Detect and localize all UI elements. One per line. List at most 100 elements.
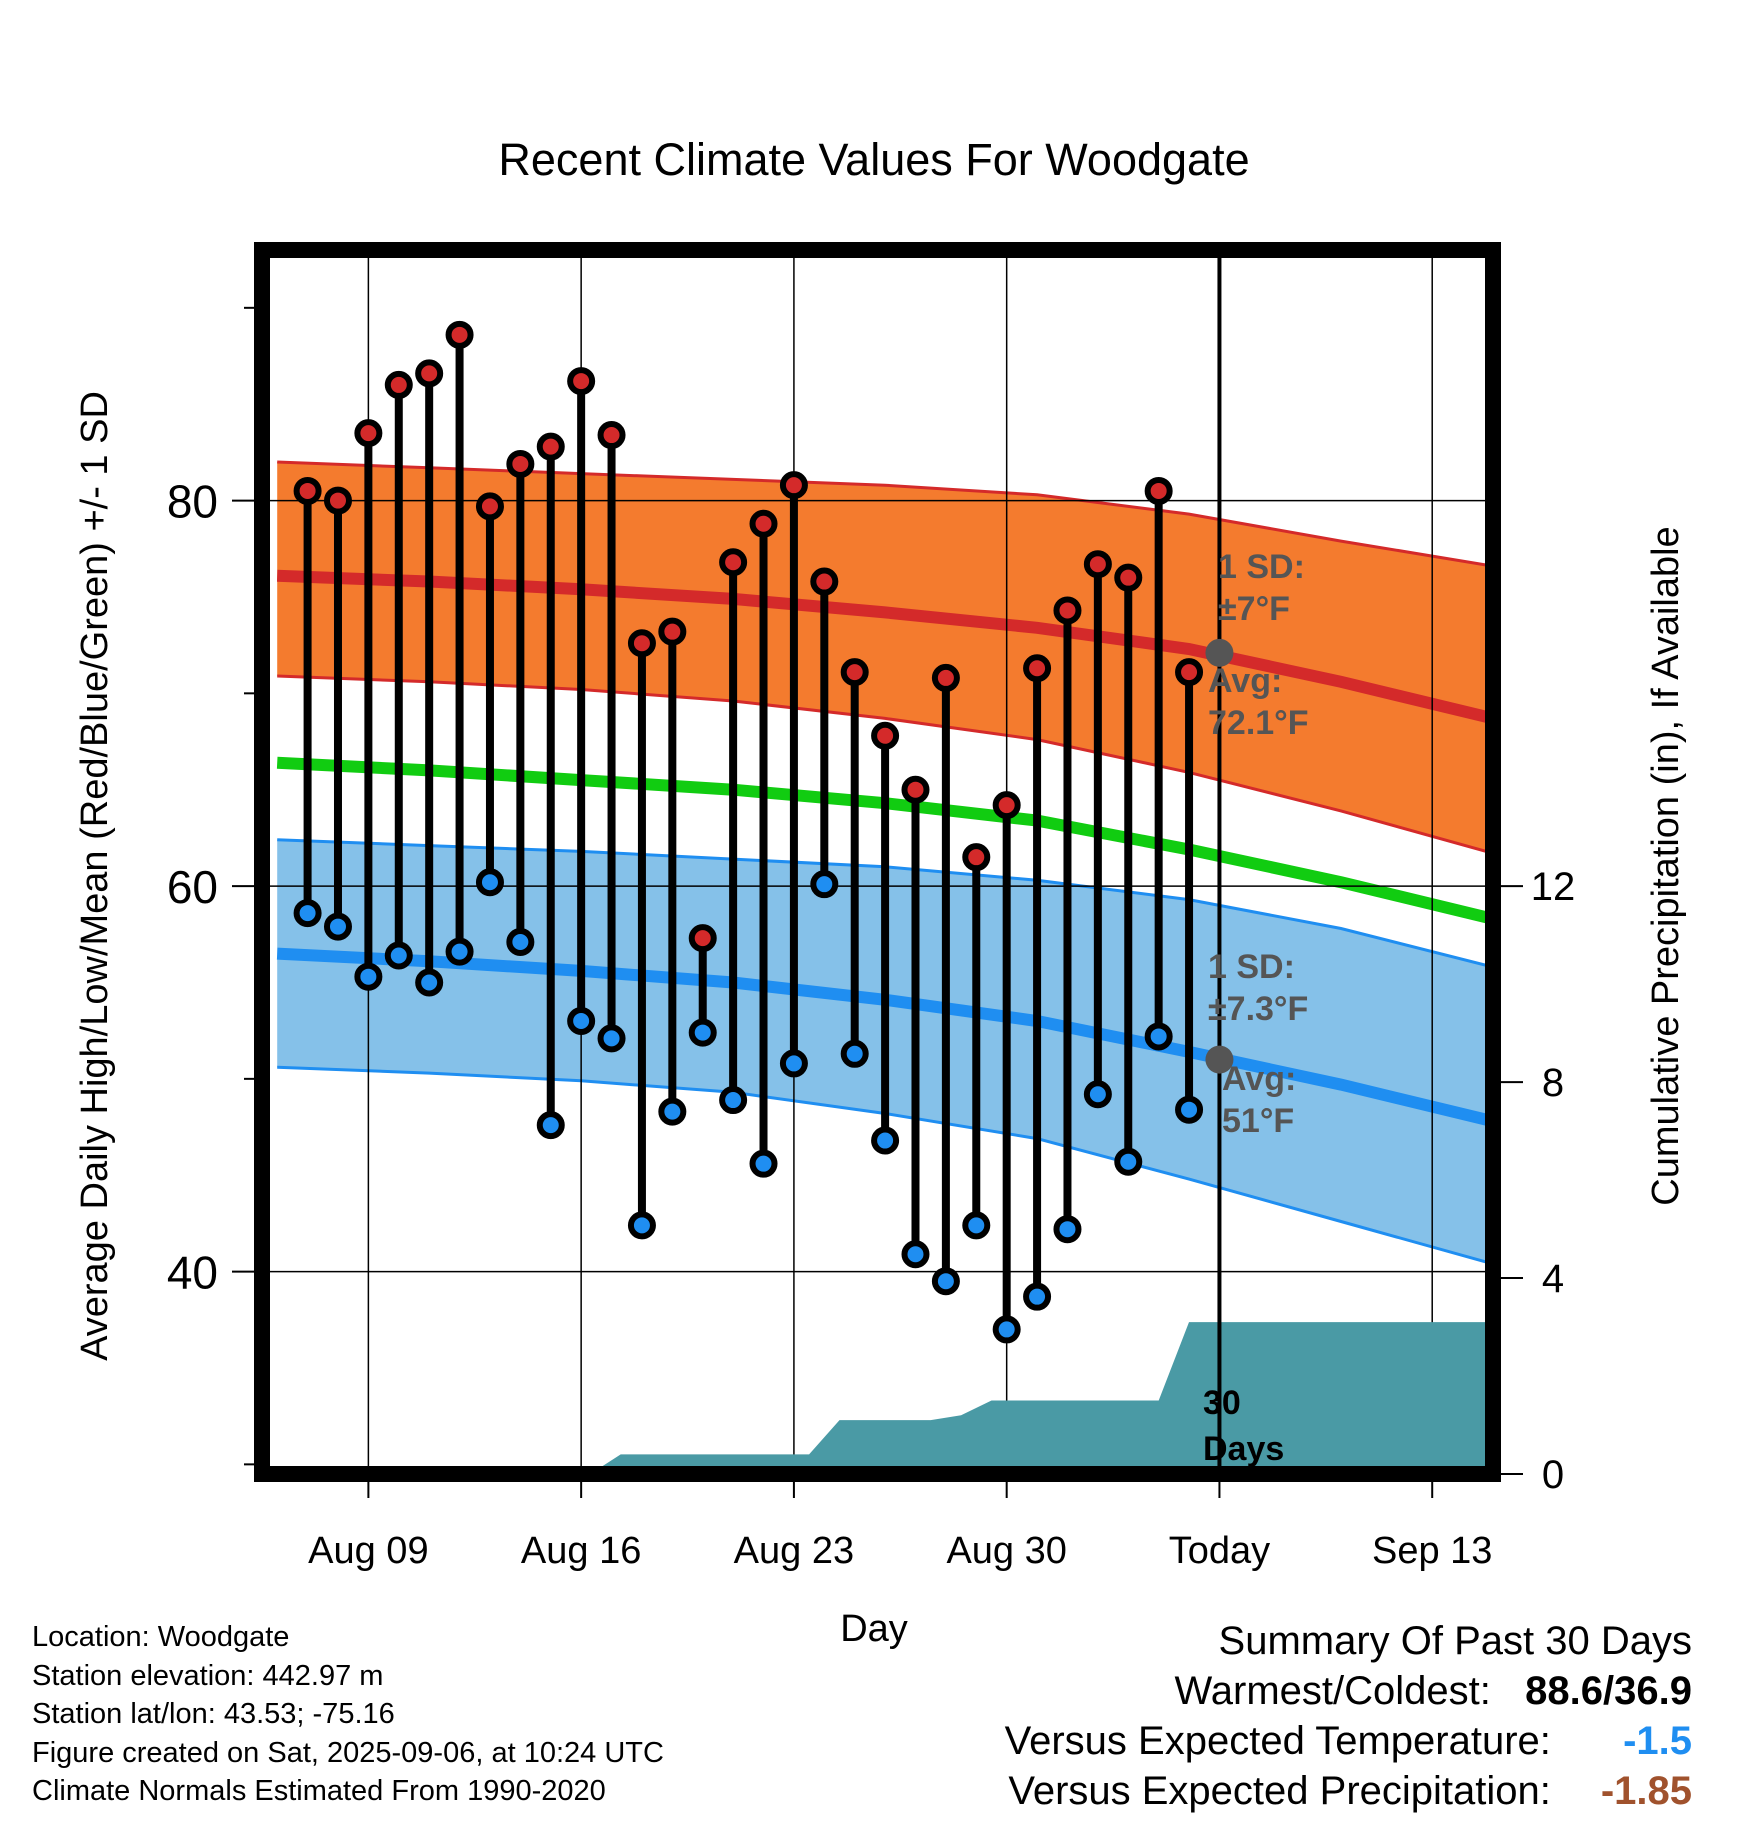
high-point-12 — [658, 617, 687, 646]
high-avg-marker — [1205, 638, 1234, 667]
low-point-9 — [567, 1007, 596, 1036]
low-point-1 — [323, 912, 352, 941]
y2-tick-label-1: 4 — [1542, 1257, 1564, 1301]
high-point-19 — [871, 721, 900, 750]
precipitation-area — [262, 1322, 1493, 1474]
low-point-14 — [719, 1086, 748, 1115]
low-sd-label: 1 SD: — [1208, 948, 1295, 986]
high-point-23 — [992, 791, 1021, 820]
low-point-11 — [627, 1211, 656, 1240]
high-sd-lower-line — [277, 674, 1493, 855]
high-point-20 — [901, 775, 930, 804]
low-point-15 — [749, 1149, 778, 1178]
low-point-4 — [415, 968, 444, 997]
high-point-4 — [415, 359, 444, 388]
high-point-8 — [536, 432, 565, 461]
high-avg-value: 72.1°F — [1208, 704, 1309, 742]
chart-title: Recent Climate Values For Woodgate — [498, 134, 1249, 185]
low-point-6 — [475, 868, 504, 897]
low-point-28 — [1144, 1022, 1173, 1051]
precip-fill — [262, 1322, 1493, 1474]
latlon-text: Station lat/lon: 43.53; -75.16 — [32, 1698, 395, 1730]
high-point-6 — [475, 492, 504, 521]
y-axis-label: Average Daily High/Low/Mean (Red/Blue/Gr… — [74, 391, 116, 1361]
plot-area — [262, 250, 1493, 1474]
low-point-3 — [384, 941, 413, 970]
x-tick-label-0: Aug 09 — [308, 1530, 428, 1572]
y2-tick-label-0: 0 — [1542, 1453, 1564, 1497]
low-point-22 — [962, 1211, 991, 1240]
plot-frame — [254, 242, 1501, 1482]
high-point-14 — [719, 548, 748, 577]
high-sd-upper-line — [277, 460, 1493, 568]
station-info: Location: Woodgate Station elevation: 44… — [32, 1618, 664, 1811]
high-point-16 — [779, 471, 808, 500]
high-mean-line — [276, 569, 1493, 725]
high-point-26 — [1083, 550, 1112, 579]
low-point-10 — [597, 1024, 626, 1053]
summary-warm-cold: Warmest/Coldest: 88.6/36.9 — [1005, 1666, 1693, 1716]
low-point-27 — [1114, 1147, 1143, 1176]
high-point-3 — [384, 370, 413, 399]
low-avg-label: Avg: — [1222, 1060, 1296, 1098]
warm-cold-value: 88.6/36.9 — [1525, 1669, 1692, 1713]
x-tick-label-4: Today — [1169, 1530, 1270, 1572]
low-point-29 — [1175, 1095, 1204, 1124]
low-sd-value: ±7.3°F — [1208, 990, 1308, 1028]
low-avg-marker — [1205, 1045, 1234, 1074]
high-sd-value: ±7°F — [1218, 590, 1290, 628]
y2-axis-label: Cumulative Precipitation (in), If Availa… — [1645, 526, 1687, 1205]
high-point-27 — [1114, 563, 1143, 592]
precip-days-label-2: Days — [1203, 1430, 1284, 1468]
high-point-17 — [810, 567, 839, 596]
high-sd-label: 1 SD: — [1218, 548, 1305, 586]
normals-text: Climate Normals Estimated From 1990-2020 — [32, 1775, 606, 1807]
high-point-13 — [688, 924, 717, 953]
annotations: 1 SD: ±7°F Avg: 72.1°F 1 SD: ±7.3°F Avg:… — [1203, 548, 1309, 1468]
temp-label: Versus Expected Temperature: — [1004, 1719, 1551, 1763]
low-point-24 — [1023, 1282, 1052, 1311]
low-point-20 — [901, 1240, 930, 1269]
summary-title: Summary Of Past 30 Days — [1218, 1619, 1692, 1663]
x-tick-label-2: Aug 23 — [734, 1530, 854, 1572]
y-tick-label-2: 80 — [167, 476, 218, 528]
created-text: Figure created on Sat, 2025-09-06, at 10… — [32, 1736, 664, 1769]
warm-cold-label: Warmest/Coldest: — [1174, 1669, 1491, 1713]
temp-value: -1.5 — [1623, 1719, 1692, 1763]
precip-days-label-1: 30 — [1203, 1384, 1241, 1422]
low-point-13 — [688, 1018, 717, 1047]
average-markers — [1205, 638, 1234, 1074]
low-point-16 — [779, 1049, 808, 1078]
high-point-25 — [1053, 596, 1082, 625]
high-point-18 — [840, 658, 869, 687]
low-point-12 — [658, 1097, 687, 1126]
low-point-25 — [1053, 1215, 1082, 1244]
location-text: Location: Woodgate — [32, 1621, 290, 1653]
low-avg-value: 51°F — [1222, 1102, 1294, 1140]
x-tick-label-3: Aug 30 — [946, 1530, 1066, 1572]
high-point-21 — [931, 663, 960, 692]
low-point-18 — [840, 1039, 869, 1068]
high-point-5 — [445, 320, 474, 349]
low-point-0 — [293, 899, 322, 928]
x-tick-label-5: Sep 13 — [1372, 1530, 1492, 1572]
y2-tick-label-2: 8 — [1542, 1061, 1564, 1105]
summary-temp: Versus Expected Temperature: -1.5 — [1005, 1716, 1692, 1766]
low-point-5 — [445, 937, 474, 966]
low-point-8 — [536, 1111, 565, 1140]
high-point-7 — [506, 449, 535, 478]
high-point-28 — [1144, 476, 1173, 505]
low-point-2 — [354, 962, 383, 991]
high-point-9 — [567, 367, 596, 396]
high-point-2 — [354, 419, 383, 448]
y2-tick-label-3: 12 — [1531, 865, 1576, 909]
low-point-26 — [1083, 1080, 1112, 1109]
y-axis: 40 60 80 — [167, 306, 254, 1466]
x-tick-label-1: Aug 16 — [521, 1530, 641, 1572]
high-point-29 — [1175, 658, 1204, 687]
y2-axis: 0 4 8 12 — [1501, 865, 1575, 1497]
high-point-11 — [627, 629, 656, 658]
low-point-23 — [992, 1315, 1021, 1344]
high-point-24 — [1023, 654, 1052, 683]
